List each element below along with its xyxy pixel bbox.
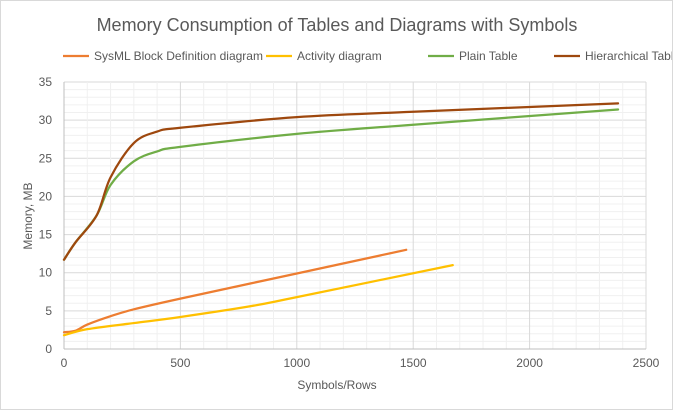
y-tick-label: 0 bbox=[45, 342, 52, 356]
series-line-hierarchical-table bbox=[62, 102, 620, 261]
legend-label: Activity diagram bbox=[297, 49, 382, 63]
x-tick-label: 2500 bbox=[633, 356, 660, 370]
series-line-activity-diagram bbox=[62, 263, 454, 337]
y-axis-label: Memory, MB bbox=[21, 182, 35, 249]
y-tick-label: 15 bbox=[39, 228, 53, 242]
y-tick-label: 10 bbox=[39, 266, 53, 280]
y-tick-label: 25 bbox=[39, 151, 53, 165]
series-line-sysml-block-definition-diagram bbox=[62, 248, 408, 334]
series-line-plain-table bbox=[62, 108, 620, 261]
x-tick-label: 1500 bbox=[400, 356, 427, 370]
legend-label: SysML Block Definition diagram bbox=[94, 49, 263, 63]
y-tick-label: 35 bbox=[39, 75, 53, 89]
x-tick-label: 500 bbox=[170, 356, 190, 370]
chart-title: Memory Consumption of Tables and Diagram… bbox=[97, 15, 578, 35]
legend-label: Hierarchical Table bbox=[585, 49, 673, 63]
legend-label: Plain Table bbox=[459, 49, 518, 63]
x-tick-label: 1000 bbox=[283, 356, 310, 370]
y-tick-label: 30 bbox=[39, 113, 53, 127]
x-tick-label: 2000 bbox=[516, 356, 543, 370]
x-tick-label: 0 bbox=[61, 356, 68, 370]
y-tick-label: 20 bbox=[39, 189, 53, 203]
x-axis-label: Symbols/Rows bbox=[297, 378, 376, 392]
y-tick-label: 5 bbox=[45, 304, 52, 318]
